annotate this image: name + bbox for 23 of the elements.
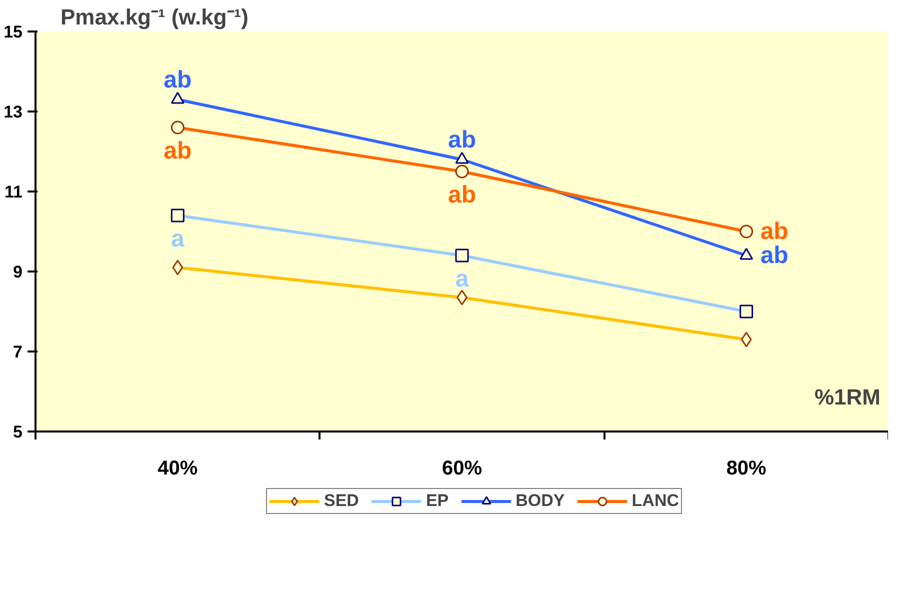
y-tick-label: 15 [4, 22, 23, 42]
x-axis-title: %1RM [814, 384, 881, 410]
annotation: ab [760, 242, 788, 269]
x-tick-label: 80% [726, 458, 767, 480]
y-tick-label: 7 [13, 342, 23, 362]
y-tick-label: 9 [13, 262, 23, 282]
y-tick-label: 5 [13, 422, 23, 442]
annotation: ab [164, 138, 192, 164]
annotation: ab [448, 182, 476, 208]
legend-label: SED [324, 491, 359, 511]
annotation: ab [760, 218, 788, 245]
x-tick-label: 40% [158, 458, 198, 480]
y-tick-label: 11 [4, 182, 23, 202]
y-axis-title: Pmax.kg⁻¹ (w.kg⁻¹) [60, 4, 248, 30]
legend-label: LANC [632, 491, 679, 511]
annotation: ab [164, 66, 192, 94]
x-tick-label: 60% [442, 458, 482, 480]
annotation: a [455, 266, 470, 292]
annotation: ab [448, 126, 476, 154]
legend-label: BODY [516, 491, 565, 511]
legend-label: EP [426, 491, 449, 511]
annotation: a [170, 226, 185, 252]
y-tick-label: 13 [4, 102, 23, 122]
